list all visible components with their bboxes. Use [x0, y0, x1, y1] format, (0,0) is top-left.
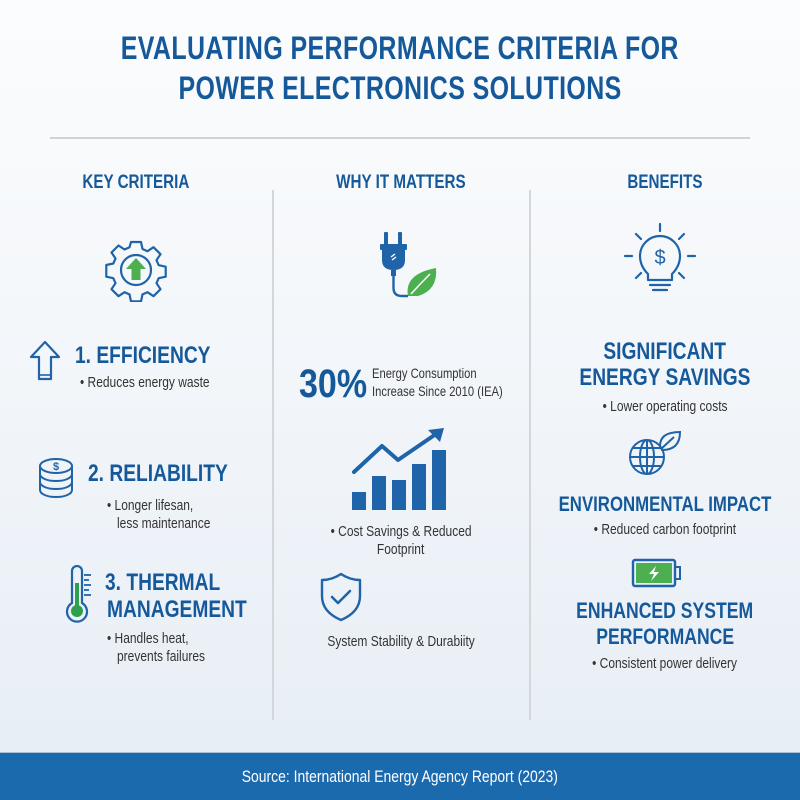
- criteria-efficiency-title: 1. EFFICIENCY: [75, 342, 211, 369]
- criteria-reliability-title: 2. RELIABILITY: [88, 460, 228, 487]
- page-title: EVALUATING PERFORMANCE CRITERIA FOR POWE…: [0, 28, 800, 108]
- title-divider: [50, 137, 750, 139]
- stat-label-1: Energy Consumption: [372, 365, 477, 381]
- benefit-environment-title: ENVIRONMENTAL IMPACT: [558, 493, 772, 516]
- criteria-thermal-bullet-1: • Handles heat,: [107, 630, 189, 647]
- svg-text:$: $: [654, 247, 665, 269]
- benefit-performance-title-2: PERFORMANCE: [596, 624, 734, 649]
- system-stability-text: System Stability & Durabiity: [327, 633, 475, 650]
- heading-benefits: BENEFITS: [627, 172, 703, 193]
- benefit-performance-bullet: • Consistent power delivery: [592, 655, 738, 672]
- column-divider-right: [529, 190, 531, 720]
- stat-value: 30%: [299, 362, 368, 406]
- benefit-performance-title-1: ENHANCED SYSTEM: [576, 598, 754, 623]
- criteria-reliability-bullet-1: • Longer lifesan,: [107, 497, 194, 514]
- criteria-efficiency-bullet: • Reduces energy waste: [80, 374, 210, 391]
- plug-leaf-icon: [380, 232, 437, 298]
- title-line-1: EVALUATING PERFORMANCE CRITERIA FOR: [120, 30, 680, 66]
- coin-stack-dollar-icon: $: [39, 458, 73, 499]
- title-line-2: POWER ELECTRONICS SOLUTIONS: [178, 70, 622, 106]
- heading-key-criteria: KEY CRITERIA: [82, 172, 190, 193]
- benefit-energy-bullet: • Lower operating costs: [602, 398, 728, 415]
- benefit-energy-title-2: ENERGY SAVINGS: [579, 364, 751, 391]
- globe-leaf-icon: [629, 430, 682, 475]
- heading-why-it-matters: WHY IT MATTERS: [336, 172, 466, 193]
- gear-with-up-arrow-icon: [105, 240, 167, 302]
- shield-check-icon: [320, 572, 362, 622]
- arrow-up-outline-icon: [29, 340, 61, 381]
- benefit-energy-title-1: SIGNIFICANT: [603, 338, 727, 365]
- bar-chart-trending-up-icon: [352, 428, 446, 510]
- lightbulb-dollar-icon: $: [623, 222, 697, 292]
- stat-label-2: Increase Since 2010 (IEA): [372, 383, 503, 399]
- column-divider-left: [272, 190, 274, 720]
- source-text: Source: International Energy Agency Repo…: [241, 767, 559, 786]
- criteria-thermal-bullet-2: prevents failures: [117, 648, 206, 665]
- criteria-thermal-title-1: 3. THERMAL: [105, 569, 221, 596]
- criteria-reliability-bullet-2: less maintenance: [117, 515, 211, 532]
- svg-text:$: $: [53, 461, 59, 473]
- cost-savings-line-2: Footprint: [377, 541, 425, 558]
- criteria-thermal-title-2: MANAGEMENT: [107, 596, 247, 623]
- battery-charging-icon: [631, 558, 681, 588]
- thermometer-icon: [65, 565, 91, 623]
- benefit-environment-bullet: • Reduced carbon footprint: [593, 521, 737, 538]
- source-footer: Source: International Energy Agency Repo…: [0, 752, 800, 800]
- cost-savings-line-1: • Cost Savings & Reduced: [330, 523, 472, 540]
